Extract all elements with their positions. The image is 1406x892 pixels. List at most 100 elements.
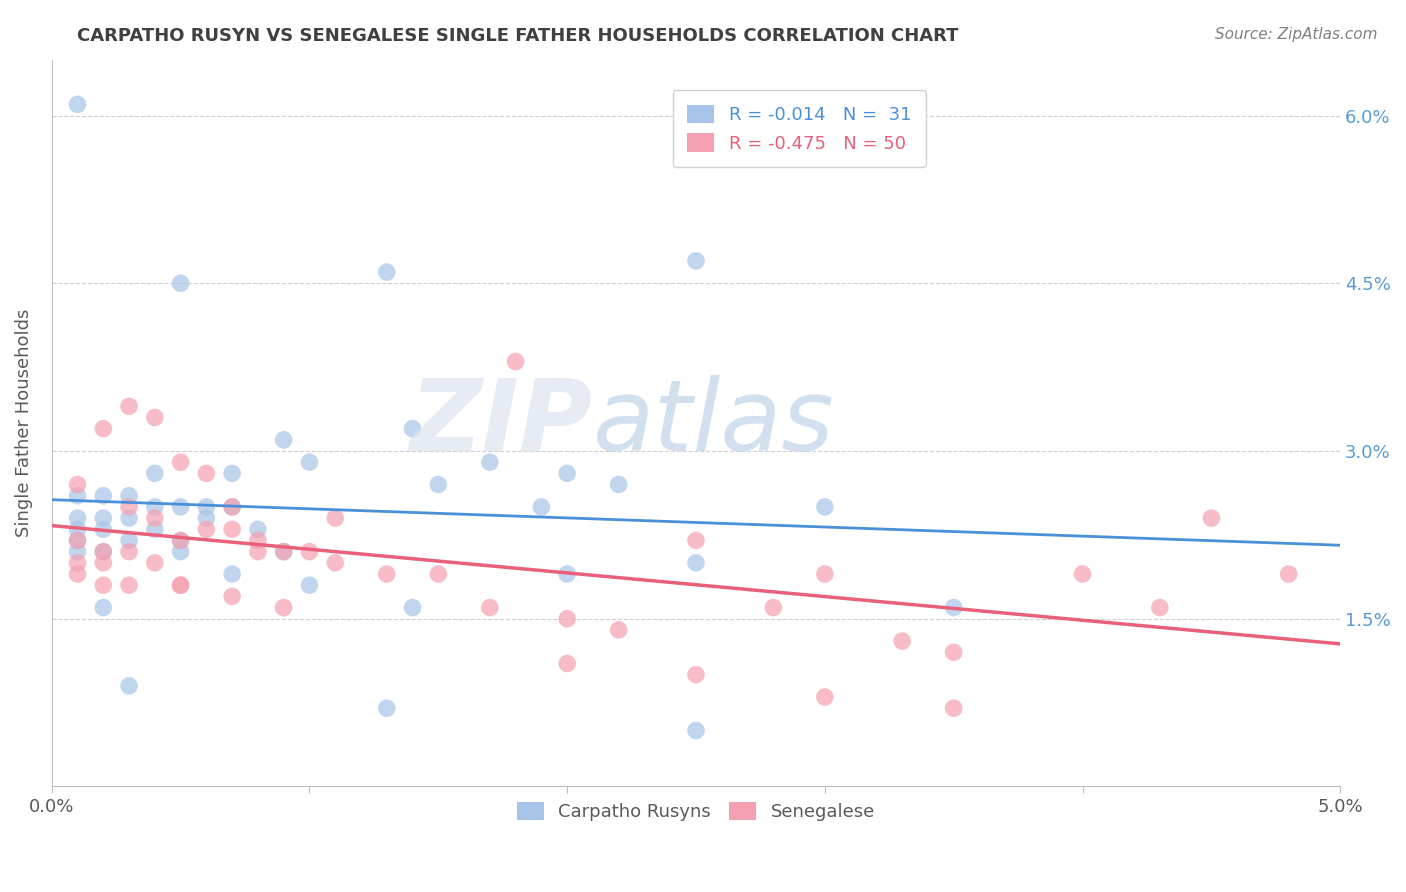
Point — [169, 455, 191, 469]
Point — [221, 500, 243, 514]
Legend: Carpatho Rusyns, Senegalese: Carpatho Rusyns, Senegalese — [502, 788, 890, 836]
Point — [685, 556, 707, 570]
Point — [91, 422, 114, 436]
Point — [143, 467, 166, 481]
Point — [685, 253, 707, 268]
Point — [555, 567, 578, 582]
Point — [814, 690, 837, 704]
Point — [169, 578, 191, 592]
Point — [762, 600, 785, 615]
Point — [118, 489, 141, 503]
Point — [942, 701, 965, 715]
Point — [195, 467, 218, 481]
Point — [685, 533, 707, 548]
Point — [221, 467, 243, 481]
Point — [195, 522, 218, 536]
Point — [221, 590, 243, 604]
Point — [375, 567, 398, 582]
Text: ZIP: ZIP — [411, 375, 593, 472]
Point — [273, 544, 295, 558]
Point — [66, 489, 89, 503]
Point — [118, 533, 141, 548]
Point — [66, 97, 89, 112]
Point — [118, 679, 141, 693]
Point — [221, 522, 243, 536]
Point — [942, 645, 965, 659]
Point — [530, 500, 553, 514]
Point — [298, 455, 321, 469]
Point — [1149, 600, 1171, 615]
Point — [91, 489, 114, 503]
Point — [401, 422, 423, 436]
Point — [427, 567, 450, 582]
Point — [91, 544, 114, 558]
Point — [66, 556, 89, 570]
Point — [118, 500, 141, 514]
Point — [143, 500, 166, 514]
Point — [118, 578, 141, 592]
Point — [273, 544, 295, 558]
Point — [246, 522, 269, 536]
Point — [891, 634, 914, 648]
Point — [169, 533, 191, 548]
Point — [118, 544, 141, 558]
Point — [814, 500, 837, 514]
Point — [91, 544, 114, 558]
Point — [195, 511, 218, 525]
Point — [298, 578, 321, 592]
Point — [298, 544, 321, 558]
Point — [221, 567, 243, 582]
Point — [273, 433, 295, 447]
Point — [323, 556, 346, 570]
Text: atlas: atlas — [593, 375, 835, 472]
Point — [427, 477, 450, 491]
Y-axis label: Single Father Households: Single Father Households — [15, 309, 32, 537]
Point — [323, 511, 346, 525]
Text: CARPATHO RUSYN VS SENEGALESE SINGLE FATHER HOUSEHOLDS CORRELATION CHART: CARPATHO RUSYN VS SENEGALESE SINGLE FATH… — [77, 27, 959, 45]
Point — [942, 600, 965, 615]
Point — [66, 533, 89, 548]
Point — [143, 410, 166, 425]
Point — [246, 544, 269, 558]
Point — [91, 556, 114, 570]
Point — [66, 477, 89, 491]
Point — [118, 511, 141, 525]
Point — [478, 600, 501, 615]
Point — [169, 578, 191, 592]
Point — [169, 500, 191, 514]
Point — [1278, 567, 1301, 582]
Point — [91, 600, 114, 615]
Point — [66, 567, 89, 582]
Point — [607, 623, 630, 637]
Point — [685, 723, 707, 738]
Point — [555, 612, 578, 626]
Point — [1071, 567, 1094, 582]
Point — [66, 511, 89, 525]
Point — [221, 500, 243, 514]
Point — [143, 556, 166, 570]
Point — [273, 600, 295, 615]
Point — [375, 265, 398, 279]
Point — [375, 701, 398, 715]
Point — [66, 522, 89, 536]
Point — [814, 567, 837, 582]
Point — [118, 399, 141, 413]
Point — [607, 477, 630, 491]
Point — [66, 544, 89, 558]
Point — [555, 467, 578, 481]
Point — [143, 522, 166, 536]
Point — [169, 544, 191, 558]
Point — [143, 511, 166, 525]
Point — [91, 578, 114, 592]
Point — [195, 500, 218, 514]
Point — [401, 600, 423, 615]
Text: Source: ZipAtlas.com: Source: ZipAtlas.com — [1215, 27, 1378, 42]
Point — [505, 354, 527, 368]
Point — [246, 533, 269, 548]
Point — [91, 511, 114, 525]
Point — [555, 657, 578, 671]
Point — [66, 533, 89, 548]
Point — [1201, 511, 1223, 525]
Point — [685, 667, 707, 681]
Point — [478, 455, 501, 469]
